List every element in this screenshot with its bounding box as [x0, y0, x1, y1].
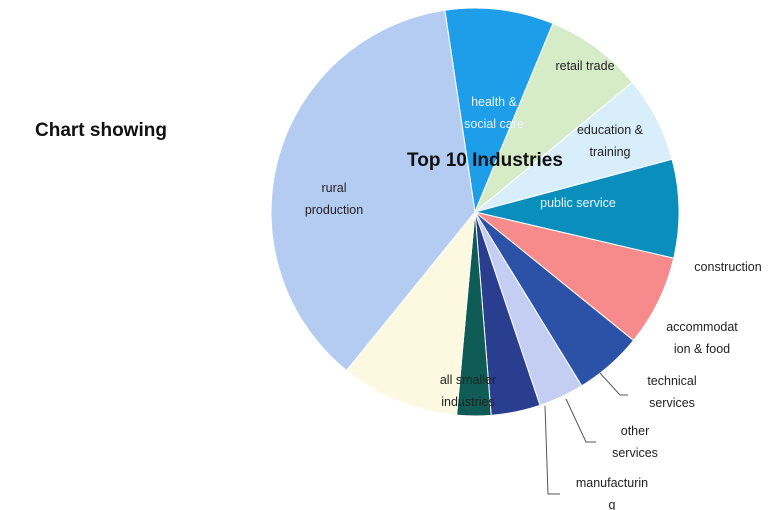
- pie-slice-retail-trade: [474, 22, 634, 213]
- side-title: Chart showing: [35, 120, 167, 141]
- slice-label-other-services: other services: [612, 424, 658, 460]
- slice-label-manufacturing: manufacturin g: [576, 476, 648, 510]
- pie-slice-public-service: [474, 158, 680, 259]
- slice-label-accommodation-food: accommodat ion & food: [666, 320, 738, 356]
- leader-line: [565, 398, 596, 443]
- leader-lines: [544, 372, 628, 495]
- chart-title: Top 10 Industries: [407, 150, 563, 171]
- slice-label-technical-services: technical services: [647, 374, 696, 410]
- slice-label-construction: construction: [694, 260, 761, 274]
- pie-slices: [270, 7, 680, 417]
- slice-label-public-service: public service: [540, 196, 616, 210]
- pie-slice-rural-production: [270, 9, 476, 372]
- pie-slice-all-smaller-industries: [345, 210, 476, 416]
- slice-label-health-social-care: health & social care: [464, 95, 524, 131]
- slice-label-rural-production: rural production: [305, 181, 363, 217]
- leader-line: [599, 372, 628, 396]
- leader-line: [544, 405, 560, 495]
- slice-label-all-smaller-industries: all smaller industries: [440, 373, 496, 409]
- slice-label-education-training: education & training: [577, 123, 644, 159]
- slice-label-retail-trade: retail trade: [555, 59, 614, 73]
- pie-slice-health-social-care: [444, 7, 554, 214]
- slice-labels: health & social care retail trade education…: [305, 59, 762, 510]
